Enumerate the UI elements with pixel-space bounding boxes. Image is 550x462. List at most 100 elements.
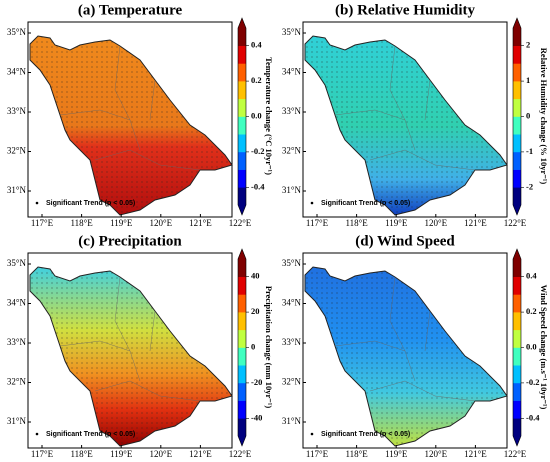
- lon-label: 119°E: [385, 218, 408, 228]
- lat-label: 32°N: [7, 377, 27, 387]
- colorbar-segment: [238, 382, 246, 401]
- lat-label: 34°N: [7, 298, 27, 308]
- significance-dots: [30, 267, 232, 446]
- legend-text: Significant Trend (p < 0.05): [321, 431, 410, 438]
- colorbar-tick-label: -2: [526, 181, 533, 191]
- legend-text: Significant Trend (p < 0.05): [321, 200, 410, 207]
- colorbar-tick-label: 40: [251, 271, 260, 281]
- panel: (d) Wind Speed 35°N 34°N 33°N 32°N 31°N 117°E 1…: [282, 233, 549, 459]
- colorbar-tick-label: -0.2: [251, 146, 264, 156]
- lon-label: 122°E: [229, 449, 252, 459]
- colorbar-tick-label: 0.4: [251, 40, 262, 50]
- colorbar-segment: [238, 187, 246, 206]
- colorbar-tick-label: -0.4: [251, 181, 265, 191]
- colorbar-segment: [513, 81, 521, 100]
- lon-label: 120°E: [149, 449, 172, 459]
- panel-title: (b) Relative Humidity: [335, 2, 475, 18]
- colorbar-tick-label: 0.2: [526, 306, 537, 316]
- colorbar-segment: [513, 187, 521, 206]
- colorbar-outline: [237, 248, 247, 447]
- lat-label: 31°N: [7, 185, 27, 195]
- colorbar-arrow: [513, 249, 521, 259]
- lat-label: 34°N: [282, 67, 302, 77]
- colorbar-label: Wind Speed change (m.s⁻¹ 10yr⁻¹): [539, 285, 549, 410]
- colorbar-segment: [238, 98, 246, 117]
- lon-label: 117°E: [306, 449, 329, 459]
- panel: (b) Relative Humidity 35°N 34°N 33°N 32°N 31°…: [282, 2, 549, 228]
- colorbar-segment: [238, 276, 246, 295]
- colorbar-tick-label: 0: [526, 110, 530, 120]
- lon-label: 122°E: [504, 449, 527, 459]
- colorbar-segment: [513, 294, 521, 313]
- colorbar-segment: [513, 134, 521, 153]
- colorbar-tick-label: 0.0: [526, 341, 537, 351]
- colorbar-tick-label: -0.2: [526, 377, 539, 387]
- panel: (c) Precipitation 35°N 34°N 33°N 32°N 31°N 117…: [7, 233, 274, 459]
- lat-label: 33°N: [7, 337, 27, 347]
- lon-label: 121°E: [464, 218, 487, 228]
- legend-dot: [310, 201, 314, 205]
- lon-label: 119°E: [110, 449, 133, 459]
- colorbar-segment: [238, 365, 246, 384]
- panel-title: (c) Precipitation: [78, 233, 182, 249]
- colorbar-segment: [513, 418, 521, 437]
- lat-label: 31°N: [282, 416, 302, 426]
- lon-label: 121°E: [464, 449, 487, 459]
- colorbar-segment: [513, 28, 521, 46]
- colorbar-segment: [513, 382, 521, 401]
- colorbar-segment: [513, 276, 521, 295]
- lon-label: 118°E: [345, 449, 368, 459]
- lat-label: 35°N: [7, 258, 27, 268]
- colorbar-segment: [238, 347, 246, 366]
- lat-label: 31°N: [282, 185, 302, 195]
- panel: (a) Temperature 35°N 34°N 33°N 32°N 31°N 117°E…: [7, 2, 274, 228]
- lon-label: 118°E: [345, 218, 368, 228]
- significance-dots: [305, 36, 507, 215]
- county-borders: [334, 45, 476, 171]
- lat-label: 32°N: [282, 377, 302, 387]
- colorbar-segment: [513, 116, 521, 135]
- lat-label: 35°N: [7, 27, 27, 37]
- colorbar-label: Relative Humidity change (% 10yr⁻¹): [539, 48, 549, 185]
- county-borders: [334, 276, 476, 402]
- colorbar-segment: [238, 45, 246, 64]
- colorbar-tick-label: 0: [251, 341, 255, 351]
- colorbar-segment: [238, 312, 246, 331]
- colorbar-arrow: [513, 436, 521, 446]
- lat-label: 32°N: [282, 146, 302, 156]
- lon-label: 120°E: [424, 449, 447, 459]
- colorbar-segment: [513, 400, 521, 419]
- lat-label: 33°N: [282, 106, 302, 116]
- lon-label: 122°E: [229, 218, 252, 228]
- county-borders: [59, 45, 201, 171]
- lon-label: 117°E: [306, 218, 329, 228]
- lat-label: 32°N: [7, 146, 27, 156]
- colorbar-label: Temperature change (°C 10yr⁻¹): [264, 57, 274, 175]
- colorbar-segment: [513, 45, 521, 64]
- lon-label: 119°E: [110, 218, 133, 228]
- legend-dot: [35, 201, 39, 205]
- colorbar-arrow: [238, 205, 246, 215]
- lat-label: 35°N: [282, 27, 302, 37]
- colorbar-tick-label: -40: [251, 412, 262, 422]
- colorbar-segment: [238, 28, 246, 46]
- colorbar-segment: [238, 329, 246, 348]
- colorbar-tick-label: 2: [526, 40, 530, 50]
- lat-label: 35°N: [282, 258, 302, 268]
- colorbar-segment: [513, 329, 521, 348]
- colorbar-arrow: [513, 205, 521, 215]
- colorbar-outline: [512, 248, 522, 447]
- colorbar-segment: [238, 134, 246, 153]
- colorbar-arrow: [238, 249, 246, 259]
- colorbar-outline: [512, 17, 522, 216]
- colorbar-tick-label: 20: [251, 306, 260, 316]
- colorbar-segment: [513, 151, 521, 170]
- lat-label: 33°N: [282, 337, 302, 347]
- lat-label: 33°N: [7, 106, 27, 116]
- colorbar-segment: [513, 63, 521, 82]
- lon-label: 119°E: [385, 449, 408, 459]
- legend-dot: [35, 432, 39, 436]
- colorbar-arrow: [238, 436, 246, 446]
- lon-label: 122°E: [504, 218, 527, 228]
- colorbar-tick-label: -0.4: [526, 412, 540, 422]
